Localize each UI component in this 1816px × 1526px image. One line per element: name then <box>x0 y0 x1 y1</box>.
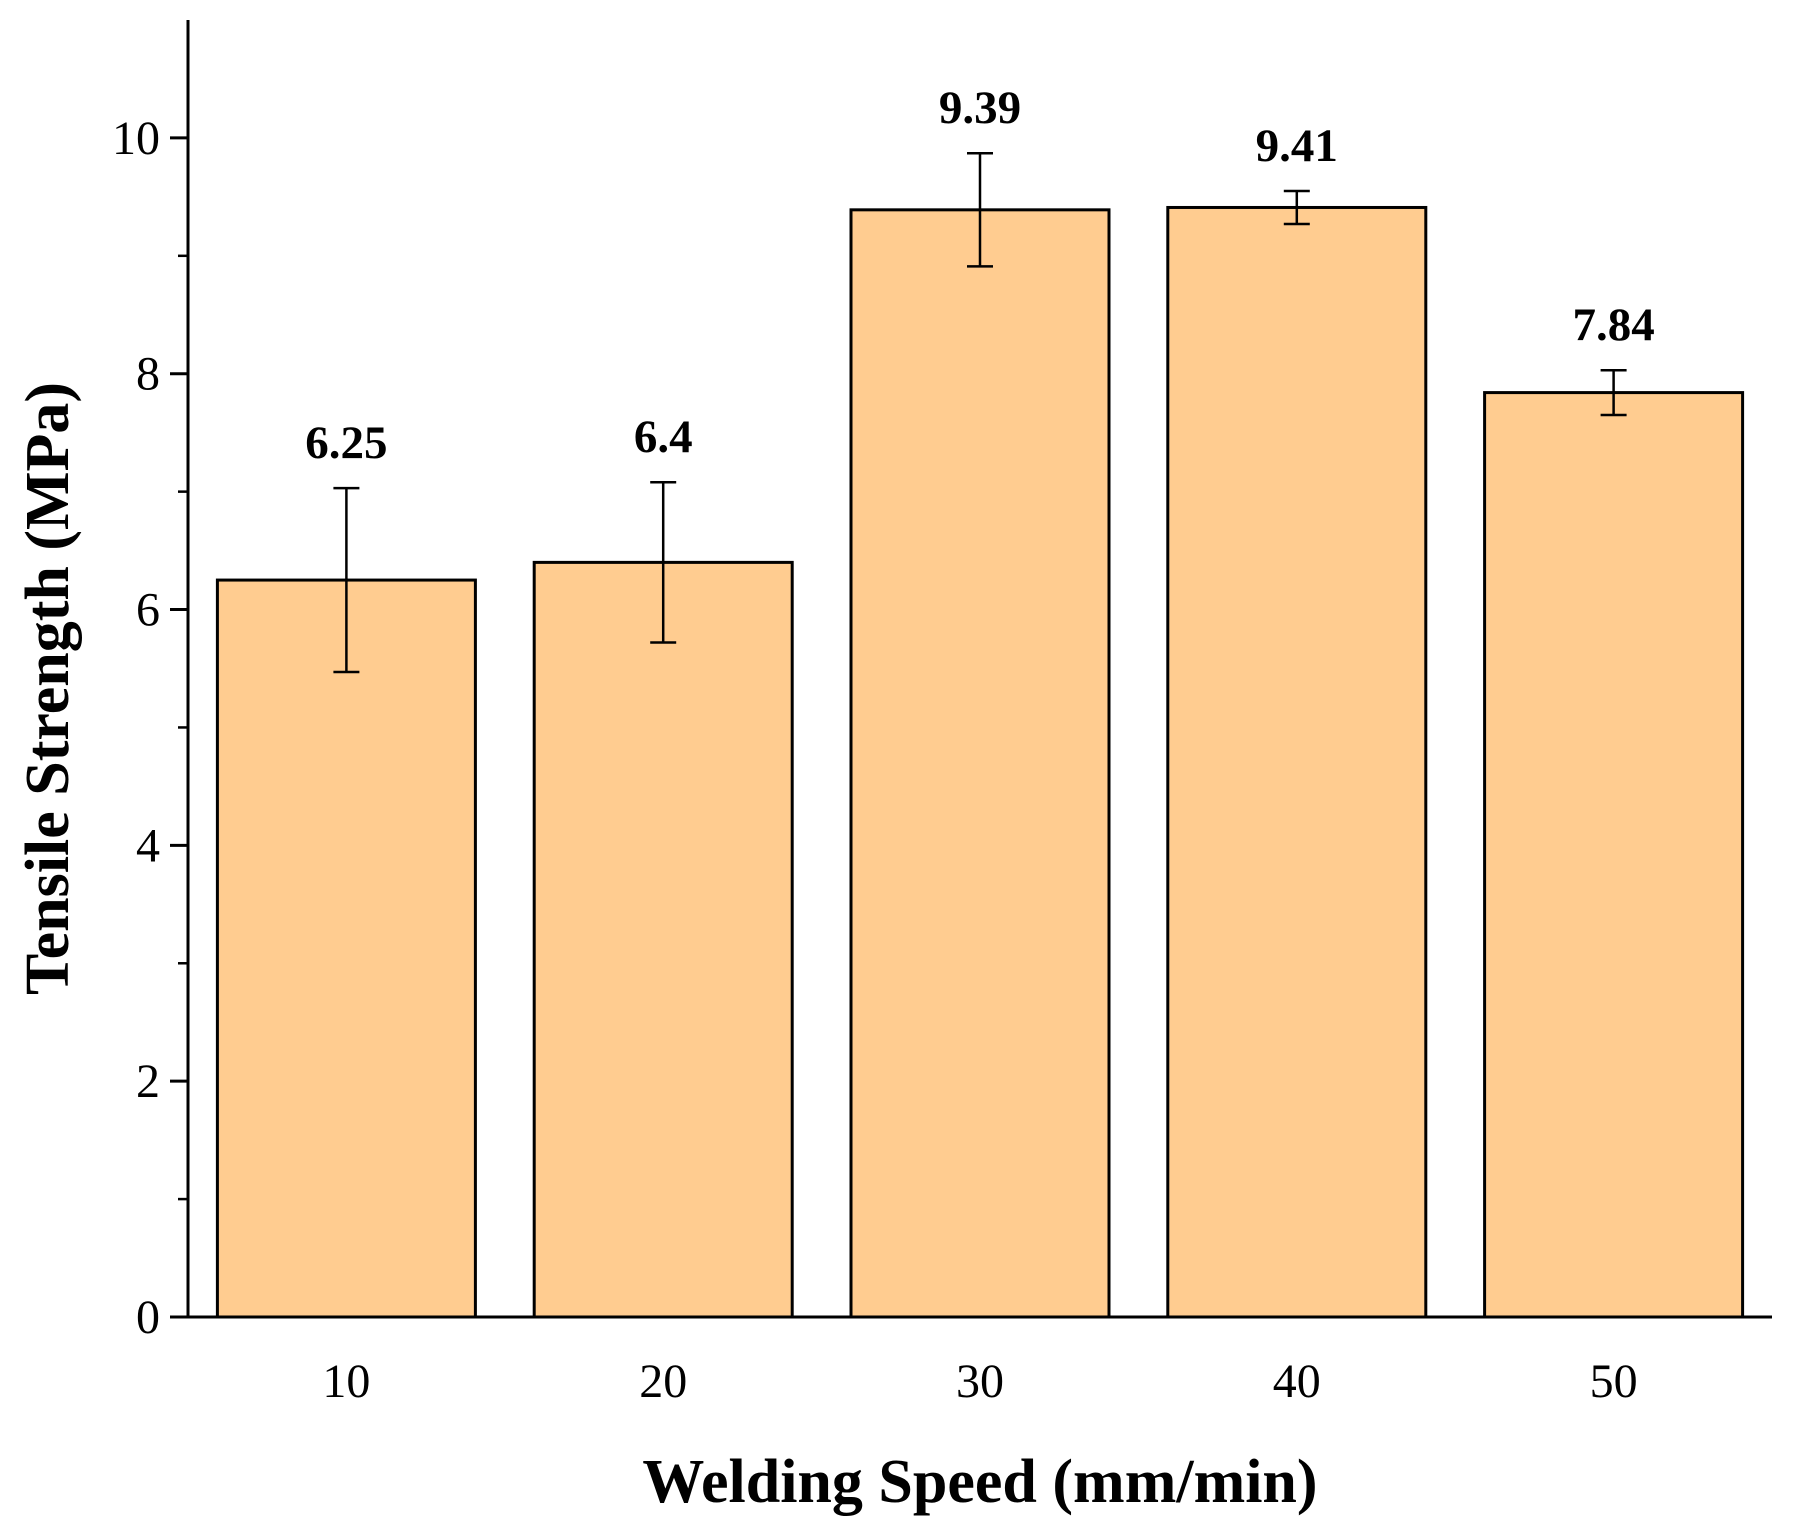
error-bar-50 <box>1600 368 1627 417</box>
y-tick-label-6: 6 <box>136 584 160 637</box>
y-tick-label-2: 2 <box>136 1055 160 1108</box>
x-tick-label-50: 50 <box>1590 1355 1638 1408</box>
y-axis-title: Tensile Strength (MPa) <box>14 382 82 995</box>
y-tick-label-0: 0 <box>136 1291 160 1344</box>
error-bar-30 <box>967 151 993 268</box>
x-axis-title: Welding Speed (mm/min) <box>642 1448 1317 1516</box>
bars-layer <box>215 205 1745 1319</box>
bar-20 <box>532 560 794 1319</box>
x-tick-label-10: 10 <box>322 1355 370 1408</box>
value-label-20: 6.4 <box>634 411 693 463</box>
x-tick-label-30: 30 <box>956 1355 1004 1408</box>
value-label-30: 9.39 <box>939 82 1021 134</box>
error-bar-40 <box>1283 189 1310 226</box>
y-tick-label-10: 10 <box>112 112 160 165</box>
value-label-40: 9.41 <box>1256 120 1338 172</box>
axes-layer <box>186 20 1772 1319</box>
ticks-layer: 10 20 30 40 50 0 2 4 6 8 10 <box>112 112 1638 1408</box>
y-tick-label-4: 4 <box>136 819 160 872</box>
x-tick-label-40: 40 <box>1273 1355 1321 1408</box>
bar-10 <box>215 578 477 1319</box>
y-tick-label-8: 8 <box>136 348 160 401</box>
bar-40 <box>1166 205 1428 1319</box>
bar-50 <box>1483 391 1745 1319</box>
bar-30 <box>849 208 1111 1319</box>
error-bar-10 <box>333 486 360 674</box>
value-label-50: 7.84 <box>1572 299 1654 351</box>
value-labels-layer: 6.25 6.4 9.39 9.41 7.84 <box>305 82 1654 469</box>
x-tick-label-20: 20 <box>639 1355 687 1408</box>
error-bar-20 <box>650 480 677 644</box>
value-label-10: 6.25 <box>305 417 387 469</box>
error-bars-layer <box>333 151 1627 674</box>
